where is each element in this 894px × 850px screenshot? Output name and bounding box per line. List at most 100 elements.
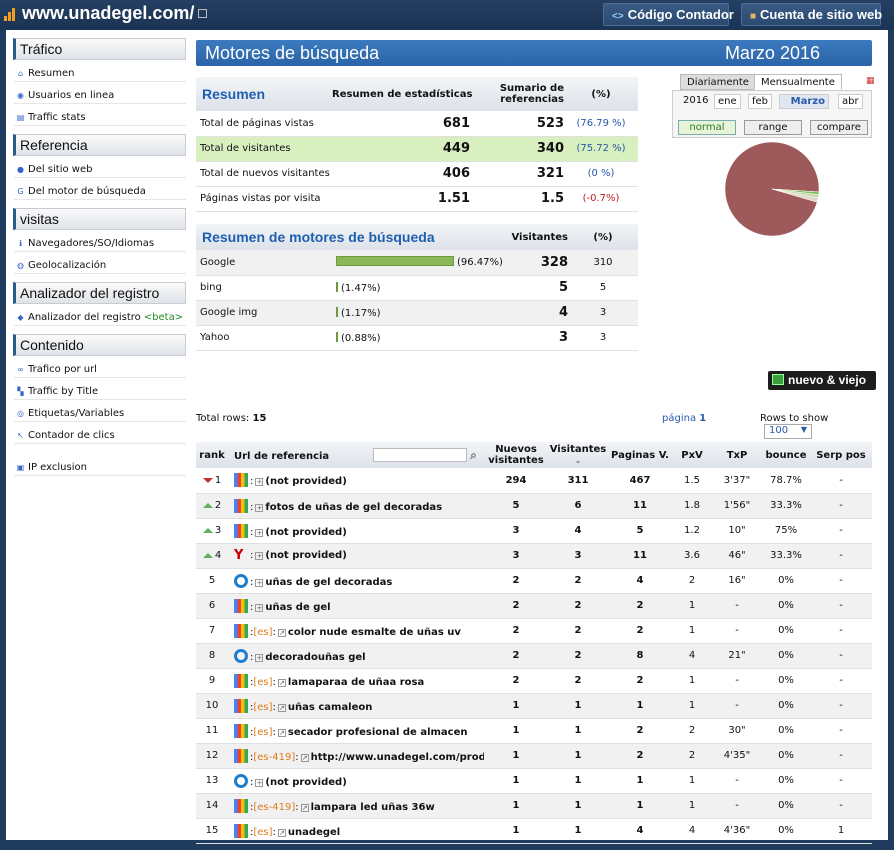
row-pxv: 1 [688,800,696,811]
row-url-text[interactable]: http://www.unadegel.com/produ [310,751,484,763]
row-url-text[interactable]: (not provided) [265,550,347,561]
row-url-text[interactable]: (not provided) [265,476,347,488]
engine-name[interactable]: Google [200,256,236,268]
row-url-text[interactable]: uñas camaleon [287,701,373,713]
engine-name[interactable]: Yahoo [200,332,230,343]
row-url-text[interactable]: uñas de gel [265,601,331,613]
row-url[interactable]: :[es]: ↗ secador profesional de almacen [228,718,484,743]
normal-button[interactable]: normal [678,120,736,135]
sidebar-item[interactable]: ◉ Usuarios en linea [14,82,186,104]
row-url-text[interactable]: lamaparaa de uñaa rosa [287,676,425,688]
expand-icon[interactable]: + [255,603,264,612]
col-pages[interactable]: Paginas V. [611,449,669,461]
col-bounce[interactable]: bounce [765,449,807,461]
row-url[interactable]: : + (not provided) [228,468,484,493]
sidebar-item[interactable]: ▚ Traffic by Title [14,378,186,400]
expand-icon[interactable]: + [255,578,264,587]
expand-icon[interactable]: + [255,478,264,487]
month-marzo[interactable]: Marzo [779,94,829,109]
row-url[interactable]: :[es]: ↗ color nude esmalte de uñas uv [228,618,484,643]
row-url-text[interactable]: (not provided) [265,526,347,538]
col-pxv[interactable]: PxV [681,449,703,461]
sidebar-item[interactable]: ∞ Trafico por url [14,356,186,378]
row-url[interactable]: : + (not provided) [228,518,484,543]
row-url-text[interactable]: lampara led uñas 36w [310,801,435,813]
pagination[interactable]: página 1 [662,413,707,424]
row-url[interactable]: :[es]: ↗ unadegel [228,818,484,843]
expand-icon[interactable]: + [255,653,264,662]
sidebar-item[interactable]: ◍ Geolocalización [14,252,186,274]
col-visitors[interactable]: Visitantes ⌄ [549,444,607,465]
site-domain[interactable]: www.unadegel.com/ [22,3,208,24]
search-icon[interactable]: ⌕ [470,447,477,462]
row-url[interactable]: : + (not provided) [228,768,484,793]
row-url-text[interactable]: unadegel [287,826,341,838]
row-url[interactable]: : + decoradouñas gel [228,643,484,668]
row-url[interactable]: :[es]: ↗ uñas camaleon [228,693,484,718]
yahoo-icon: Y [234,548,244,563]
row-url[interactable]: : + uñas de gel decoradas [228,568,484,593]
sidebar-item[interactable]: ◎ Etiquetas/Variables [14,400,186,422]
month-ene[interactable]: ene [714,94,741,109]
sidebar-item[interactable]: ⌂ Resumen [14,60,186,82]
tab-monthly[interactable]: Mensualmente [754,74,842,90]
expand-icon[interactable]: + [255,778,264,787]
col-serp[interactable]: Serp pos [816,449,866,461]
external-link-icon[interactable]: ↗ [300,803,309,812]
sidebar-item[interactable]: ℹ Navegadores/SO/Idiomas [14,230,186,252]
sort-down-icon: ⌄ [574,456,582,465]
row-url-text[interactable]: (not provided) [265,776,347,788]
external-link-icon[interactable] [198,9,208,18]
sidebar-item[interactable]: ▤ Traffic stats [14,104,186,126]
external-link-icon[interactable]: ↗ [277,728,286,737]
row-bounce: 0% [778,775,794,786]
row-url[interactable]: :[es]: ↗ lamaparaa de uñaa rosa [228,668,484,693]
row-url[interactable]: :[es-419]: ↗ lampara led uñas 36w [228,793,484,818]
row-url-text[interactable]: secador profesional de almacen [287,726,468,738]
sidebar-item[interactable]: ● Del sitio web [14,156,186,178]
external-link-icon[interactable]: ↗ [277,628,286,637]
row-url-text[interactable]: fotos de uñas de gel decoradas [265,501,443,513]
new-old-button[interactable]: nuevo & viejo [768,371,876,390]
row-url-text[interactable]: color nude esmalte de uñas uv [287,626,461,638]
row-url[interactable]: : + uñas de gel [228,593,484,618]
row-url-text[interactable]: decoradouñas gel [265,651,366,663]
sidebar-item[interactable]: G Del motor de búsqueda [14,178,186,200]
info-icon: ℹ [18,238,23,248]
engine-name[interactable]: bing [200,282,222,293]
col-new-visitors[interactable]: Nuevos visitantes [488,444,544,466]
row-url[interactable]: :[es-419]: ↗ http://www.unadegel.com/produ [228,743,484,768]
expand-icon[interactable]: + [255,552,264,560]
rows-select[interactable]: 100 ▼ [764,424,812,439]
calendar-icon[interactable]: ▦ [866,76,875,86]
range-button[interactable]: range [744,120,802,135]
summary-table: Resumen Resumen de estadísticas Sumario … [196,77,638,212]
table-row: 11:[es]: ↗ secador profesional de almacen 1… [196,718,872,743]
sidebar-item[interactable]: ↖ Contador de clics [14,422,186,444]
website-account-button[interactable]: ■ Cuenta de sitio web [741,3,882,26]
code-counter-button[interactable]: <> Código Contador [603,3,734,26]
expand-icon[interactable]: + [255,528,264,537]
external-link-icon[interactable]: ↗ [277,828,286,837]
row-visitantes: 311 [567,474,589,486]
tab-daily[interactable]: Diariamente [680,74,756,90]
external-link-icon[interactable]: ↗ [277,678,286,687]
external-link-icon[interactable]: ↗ [277,703,286,712]
sidebar-item[interactable]: ▣ IP exclusion [14,454,186,476]
engine-share-pct: (96.47%) [457,257,503,269]
month-feb[interactable]: feb [748,94,773,109]
col-rank[interactable]: rank [199,449,225,461]
compare-button[interactable]: compare [810,120,868,135]
url-filter-input[interactable] [372,447,467,462]
external-link-icon[interactable]: ↗ [300,753,309,762]
row-url-text[interactable]: uñas de gel decoradas [265,576,393,588]
expand-icon[interactable]: + [255,503,264,512]
row-url[interactable]: : + fotos de uñas de gel decoradas [228,493,484,518]
month-abr[interactable]: abr [838,94,863,109]
row-rank: 8 [208,650,216,661]
engine-name[interactable]: Google img [200,307,258,318]
sidebar-item[interactable]: ◆ Analizador del registro <beta> [14,304,186,326]
col-txp[interactable]: TxP [726,449,748,461]
row-txp: - [735,800,739,811]
row-url[interactable]: Y: + (not provided) [234,548,347,563]
